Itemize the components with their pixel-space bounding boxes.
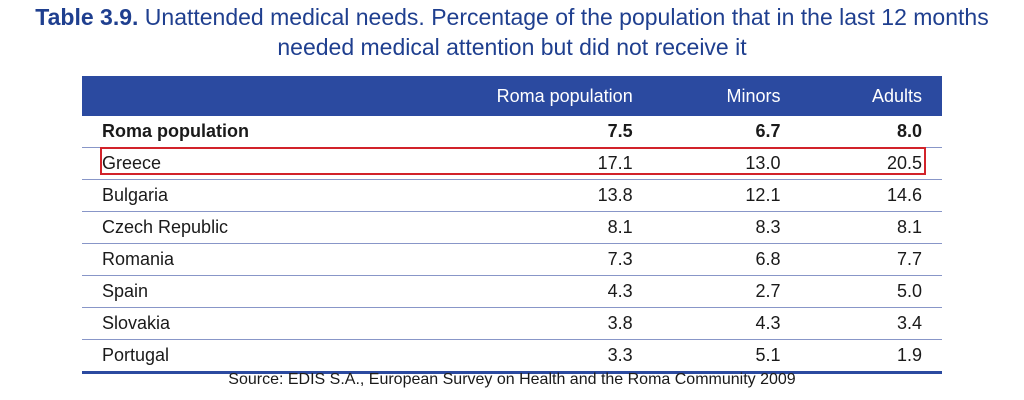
cell-minors: 6.7 [652,116,801,148]
table-row: Bulgaria 13.8 12.1 14.6 [82,179,942,212]
row-label: Portugal [82,339,376,374]
table-row: Greece 17.1 13.0 20.5 [82,147,942,180]
cell-adults: 14.6 [800,179,942,212]
table-title: Table 3.9. Unattended medical needs. Per… [0,2,1024,62]
data-table: Roma population Minors Adults Roma popul… [82,76,942,374]
title-line-1: Unattended medical needs. Percentage of … [144,4,989,30]
cell-roma: 17.1 [375,147,653,180]
table-number: Table 3.9. [35,4,139,30]
table-row: Spain 4.3 2.7 5.0 [82,275,942,308]
data-table-container: Roma population Minors Adults Roma popul… [82,76,942,374]
cell-adults: 1.9 [800,339,942,374]
cell-adults: 5.0 [800,275,942,308]
cell-adults: 8.0 [800,116,942,148]
cell-adults: 8.1 [800,211,942,244]
cell-roma: 13.8 [375,179,653,212]
source-note: Source: EDIS S.A., European Survey on He… [228,371,796,388]
cell-roma: 7.3 [375,243,653,276]
header-cell-label [82,76,376,116]
cell-adults: 7.7 [800,243,942,276]
row-label: Bulgaria [82,179,376,212]
cell-roma: 3.8 [375,307,653,340]
row-label: Czech Republic [82,211,376,244]
table-row: Portugal 3.3 5.1 1.9 [82,339,942,374]
table-row: Romania 7.3 6.8 7.7 [82,243,942,276]
cell-minors: 4.3 [652,307,801,340]
header-cell-roma: Roma population [375,76,653,116]
cell-minors: 2.7 [652,275,801,308]
cell-roma: 3.3 [375,339,653,374]
row-label: Slovakia [82,307,376,340]
row-label: Spain [82,275,376,308]
header-cell-minors: Minors [652,76,801,116]
row-label: Romania [82,243,376,276]
cell-minors: 5.1 [652,339,801,374]
row-label: Greece [82,147,376,180]
cell-adults: 3.4 [800,307,942,340]
cell-adults: 20.5 [800,147,942,180]
table-row: Slovakia 3.8 4.3 3.4 [82,307,942,340]
cell-minors: 6.8 [652,243,801,276]
cell-roma: 4.3 [375,275,653,308]
cell-minors: 12.1 [652,179,801,212]
table-row: Czech Republic 8.1 8.3 8.1 [82,211,942,244]
cell-minors: 8.3 [652,211,801,244]
cell-minors: 13.0 [652,147,801,180]
title-line-2: needed medical attention but did not rec… [277,34,747,60]
header-row: Roma population Minors Adults [82,76,942,116]
cell-roma: 7.5 [375,116,653,148]
row-label: Roma population [82,116,376,148]
table-row-total: Roma population 7.5 6.7 8.0 [82,116,942,148]
cell-roma: 8.1 [375,211,653,244]
header-cell-adults: Adults [800,76,942,116]
